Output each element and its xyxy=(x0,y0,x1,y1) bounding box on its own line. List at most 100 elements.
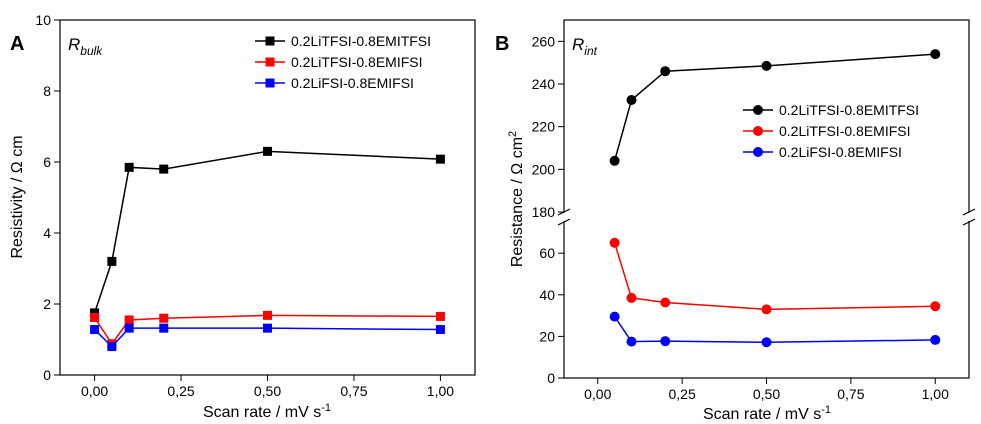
y-tick-label: 6 xyxy=(43,154,51,170)
data-point xyxy=(124,323,134,333)
panel-b-x-ticks: 0,00 0,25 0,50 0,75 1,00 xyxy=(584,378,949,402)
x-tick-label: 0,50 xyxy=(254,383,281,399)
data-point xyxy=(90,312,100,322)
legend-item: 0.2LiFSI-0.8EMIFSI xyxy=(255,75,414,91)
legend-item: 0.2LiTFSI-0.8EMIFSI xyxy=(743,123,910,139)
panel-a-quantity-label: Rbulk xyxy=(68,35,103,58)
data-point xyxy=(159,313,169,323)
y-tick-label: 260 xyxy=(532,33,556,49)
panel-b-y-axis-title: Resistance / Ω cm2 xyxy=(507,131,526,267)
data-point xyxy=(263,323,272,333)
data-point xyxy=(761,337,772,348)
legend-item: 0.2LiTFSI-0.8EMITFSI xyxy=(255,33,431,49)
legend-label: 0.2LiTFSI-0.8EMIFSI xyxy=(291,54,422,70)
data-point xyxy=(626,292,637,303)
series-1 xyxy=(90,146,445,318)
legend-label: 0.2LiFSI-0.8EMIFSI xyxy=(779,144,902,160)
data-point xyxy=(609,155,620,166)
data-point xyxy=(107,342,117,352)
legend-item: 0.2LiTFSI-0.8EMITFSI xyxy=(743,102,919,118)
data-point xyxy=(626,95,637,105)
panel-b-y-ticks: 0 20 40 60 180 200 220 240 260 xyxy=(532,33,564,386)
data-point xyxy=(90,308,100,318)
x-tick-label: 0,00 xyxy=(81,383,108,399)
data-point xyxy=(930,334,941,345)
panel-a: A Rbulk 0,00 0,25 0,50 0,75 1,00 0 2 4 6 8 10 0.2… xyxy=(9,12,476,421)
data-point xyxy=(263,146,272,156)
break-slash xyxy=(557,218,571,226)
series-3 xyxy=(90,323,445,352)
panel-b-series xyxy=(609,49,941,348)
data-point xyxy=(159,164,169,174)
y-tick-label: 10 xyxy=(35,12,51,28)
x-tick-label: 0,75 xyxy=(837,386,864,402)
panel-a-plot-frame xyxy=(59,19,476,376)
data-point xyxy=(124,162,134,172)
x-tick-label: 1,00 xyxy=(922,386,949,402)
x-tick-label: 0,50 xyxy=(753,386,780,402)
series-2 xyxy=(609,237,941,315)
data-point xyxy=(609,311,620,322)
panel-b-letter: B xyxy=(495,33,509,55)
legend-marker xyxy=(753,126,763,136)
break-gap-left xyxy=(561,213,567,221)
panel-a-y-ticks: 0 2 4 6 8 10 xyxy=(35,12,60,383)
legend-marker xyxy=(265,57,275,67)
data-point xyxy=(124,315,134,325)
break-slash xyxy=(962,218,976,226)
legend-marker xyxy=(753,147,763,157)
x-tick-label: 0,00 xyxy=(584,386,611,402)
panel-a-legend: 0.2LiTFSI-0.8EMITFSI 0.2LiTFSI-0.8EMIFSI 0… xyxy=(255,33,431,91)
x-tick-label: 0,25 xyxy=(167,383,194,399)
y-tick-label: 220 xyxy=(532,119,556,135)
y-tick-label: 200 xyxy=(532,161,556,177)
panel-b-plot-frame xyxy=(563,19,970,379)
legend-label: 0.2LiTFSI-0.8EMIFSI xyxy=(779,123,910,139)
data-point xyxy=(435,325,445,335)
y-tick-label: 180 xyxy=(532,204,556,220)
panel-a-x-axis-title: Scan rate / mV s-1 xyxy=(203,402,331,421)
y-tick-label: 20 xyxy=(539,328,555,344)
data-point xyxy=(107,256,117,266)
y-tick-label: 8 xyxy=(43,83,51,99)
panel-a-x-ticks: 0,00 0,25 0,50 0,75 1,00 xyxy=(81,375,454,399)
legend-marker xyxy=(265,78,275,88)
data-point xyxy=(263,310,272,320)
y-tick-label: 240 xyxy=(532,76,556,92)
series-line xyxy=(93,150,441,314)
panel-a-letter: A xyxy=(10,33,24,55)
data-point xyxy=(90,325,100,335)
panel-b-legend: 0.2LiTFSI-0.8EMITFSI 0.2LiTFSI-0.8EMIFSI 0… xyxy=(743,102,919,160)
panel-b-x-axis-title: Scan rate / mV s-1 xyxy=(703,404,831,423)
legend-label: 0.2LiTFSI-0.8EMITFSI xyxy=(291,33,431,49)
legend-label: 0.2LiFSI-0.8EMIFSI xyxy=(291,75,414,91)
data-point xyxy=(609,237,620,248)
data-point xyxy=(159,323,169,333)
data-point xyxy=(761,304,772,315)
data-point xyxy=(435,154,445,164)
data-point xyxy=(626,336,637,347)
data-point xyxy=(660,297,671,308)
x-tick-label: 0,75 xyxy=(340,383,367,399)
y-tick-label: 4 xyxy=(43,225,51,241)
panel-b-quantity-label: Rint xyxy=(572,35,598,58)
panel-b: B Rint 0,00 0,25 0,50 0,75 1,00 0 20 40 60 180 20… xyxy=(495,19,976,423)
x-tick-label: 0,25 xyxy=(669,386,696,402)
y-tick-label: 40 xyxy=(539,287,555,303)
x-tick-label: 1,00 xyxy=(427,383,454,399)
y-tick-label: 0 xyxy=(43,367,51,383)
data-point xyxy=(660,66,671,77)
legend-item: 0.2LiTFSI-0.8EMIFSI xyxy=(255,54,422,70)
legend-label: 0.2LiTFSI-0.8EMITFSI xyxy=(779,102,919,118)
legend-marker xyxy=(753,105,763,115)
series-1 xyxy=(609,49,941,166)
panel-a-y-axis-title: Resistivity / Ω cm xyxy=(9,135,26,258)
break-slash xyxy=(962,208,976,216)
y-tick-label: 0 xyxy=(547,370,555,386)
y-tick-label: 60 xyxy=(539,245,555,261)
series-3 xyxy=(609,311,941,348)
panel-b-axis-break xyxy=(557,208,976,226)
data-point xyxy=(660,336,671,347)
y-tick-label: 2 xyxy=(43,296,51,312)
data-point xyxy=(930,49,941,60)
